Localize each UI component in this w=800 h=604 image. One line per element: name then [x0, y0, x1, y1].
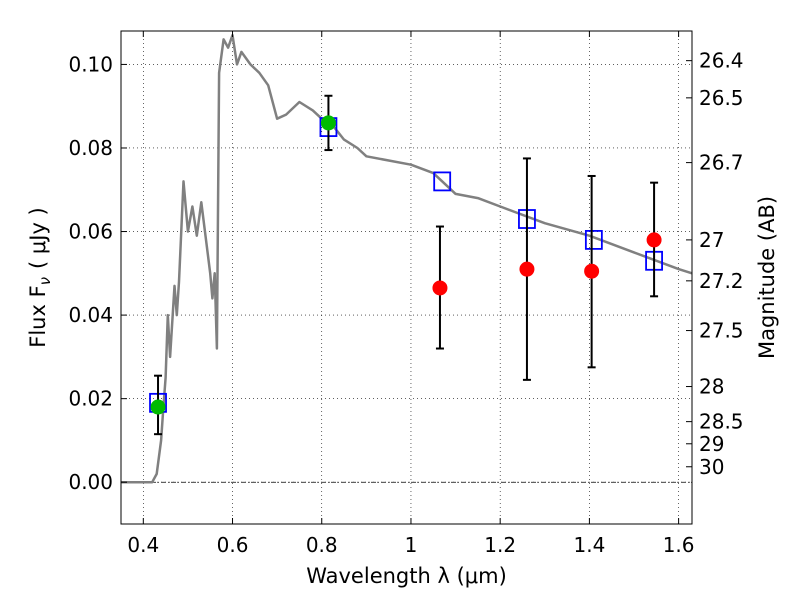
model-flux-square: [584, 229, 603, 250]
y2-tick-label: 26.7: [699, 151, 744, 175]
model-flux-square: [433, 171, 452, 192]
y2-tick-label: 27.2: [699, 269, 744, 293]
x-tick-label: 1.2: [484, 533, 516, 557]
x-tick-label: 1.4: [573, 533, 605, 557]
y-axis-label-unit: ( μJy ): [26, 207, 50, 269]
y-tick-label: 0.10: [68, 52, 113, 76]
grid-lines: [121, 31, 692, 524]
optical-detection-point: [150, 399, 166, 415]
y-tick-label: 0.04: [68, 303, 113, 327]
data-series: [121, 33, 693, 484]
x-tick-label: 1.6: [663, 533, 695, 557]
nir-detection-point: [519, 261, 535, 277]
nir-detection-point: [584, 263, 600, 279]
plot-frame: [120, 30, 693, 525]
y2-tick-label: 30: [699, 455, 724, 479]
x-tick-label: 0.4: [127, 533, 159, 557]
y2-tick-label: 28: [699, 375, 724, 399]
optical-detection-point: [320, 115, 336, 131]
x-axis-label: Wavelength λ (μm): [306, 564, 507, 588]
x-tick-label: 0.6: [217, 533, 249, 557]
y-tick-label: 0.00: [68, 470, 113, 494]
y2-tick-label: 27: [699, 228, 724, 252]
y2-tick-label: 26.5: [699, 86, 744, 110]
y2-tick-label: 27.5: [699, 319, 744, 343]
y-tick-label: 0.08: [68, 136, 113, 160]
y2-tick-label: 26.4: [699, 49, 744, 73]
y-axis-label: Flux Fν ( μJy ): [26, 207, 54, 348]
secondary-y-axis-label: Magnitude (AB): [755, 196, 779, 359]
y2-tick-label: 28.5: [699, 410, 744, 434]
axis-ticks: 0.4 0.6 0.8 1 1.2 1.4 1.6 0.00 0.02 0.04 0.06 0.08 0…: [68, 31, 744, 557]
nir-detection-point: [432, 280, 448, 296]
template-spectrum-line: [121, 33, 693, 484]
x-tick-label: 0.8: [306, 533, 338, 557]
y-tick-label: 0.02: [68, 387, 113, 411]
nir-detection-point: [646, 232, 662, 248]
y-axis-label-main: Flux F: [26, 285, 50, 347]
y-axis-label-subscript: ν: [36, 277, 54, 285]
y-tick-label: 0.06: [68, 220, 113, 244]
y2-tick-label: 29: [699, 432, 724, 456]
x-tick-label: 1: [405, 533, 418, 557]
